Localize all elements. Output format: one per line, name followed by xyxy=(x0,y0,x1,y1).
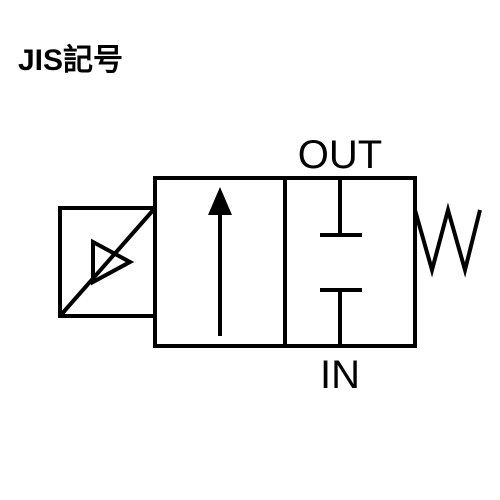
label-out: OUT xyxy=(298,133,382,177)
label-in: IN xyxy=(320,353,360,397)
diagram-title: JIS記号 xyxy=(18,35,123,79)
solenoid-diagonal xyxy=(60,208,155,316)
flow-arrow-head xyxy=(208,187,232,215)
return-spring xyxy=(415,210,480,270)
manual-override-triangle xyxy=(93,242,130,282)
